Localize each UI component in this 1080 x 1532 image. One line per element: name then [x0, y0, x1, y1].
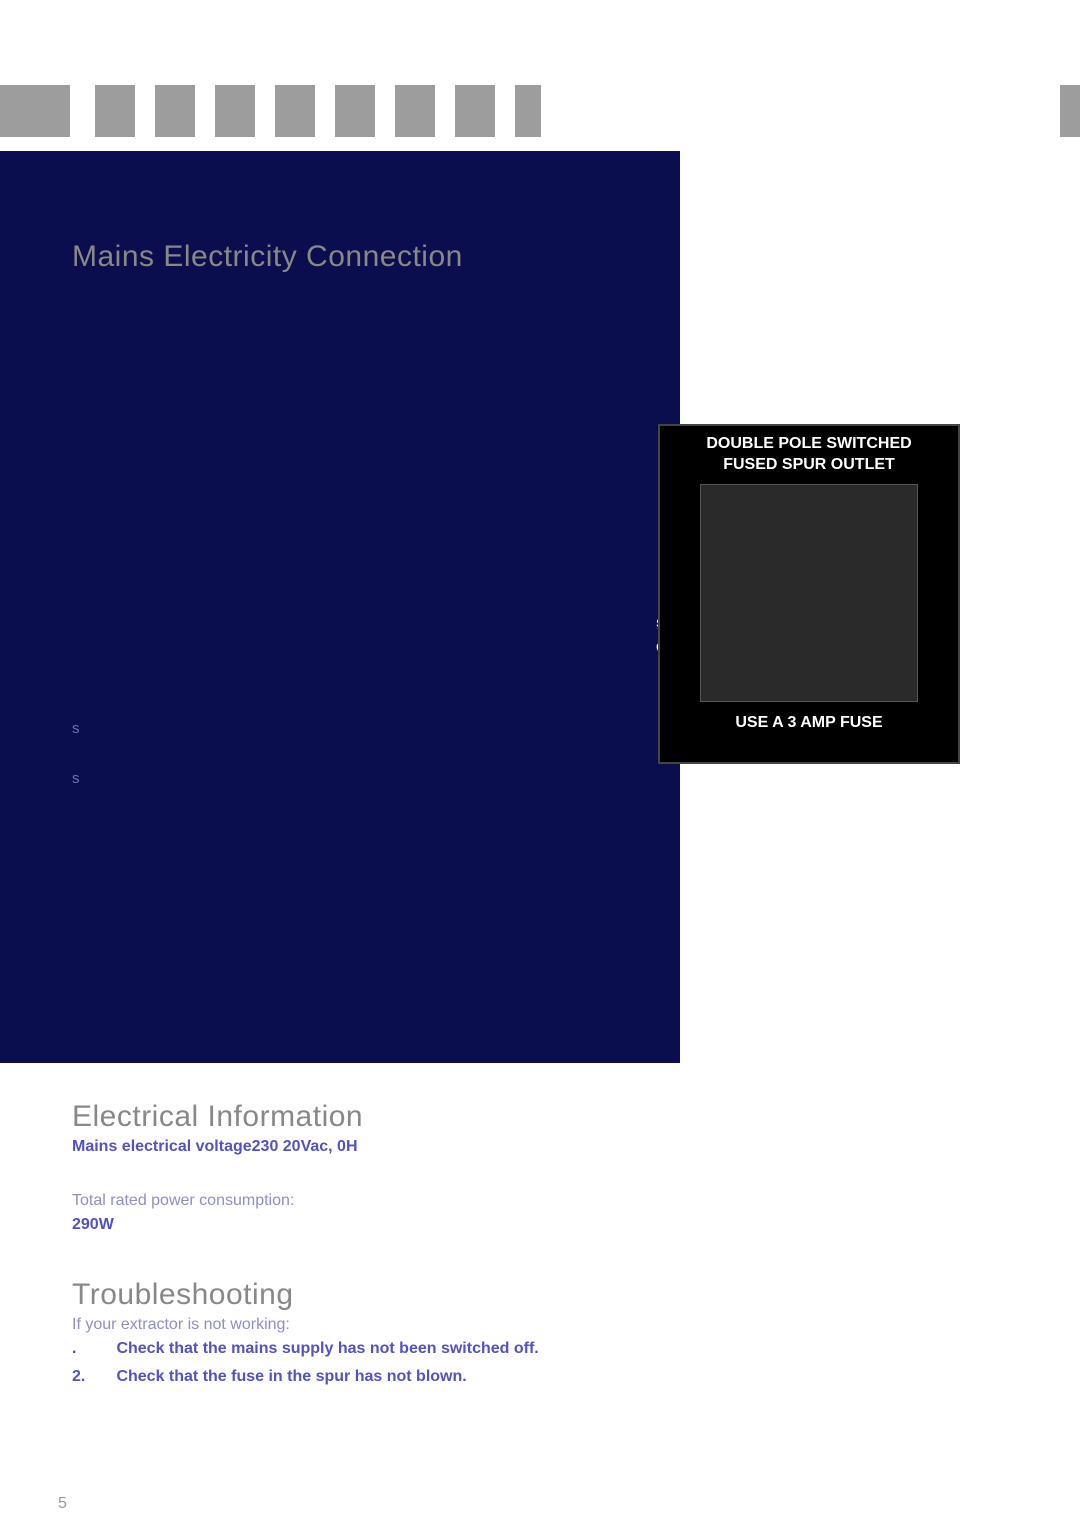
- section-title-troubleshooting: Troubleshooting: [72, 1278, 294, 1312]
- right-header-stub: [1060, 85, 1080, 137]
- page-number: 5: [58, 1495, 67, 1513]
- bar-segment: [455, 85, 495, 137]
- top-header-bar: [0, 85, 1080, 137]
- troubleshooting-intro: If your extractor is not working:: [72, 1316, 290, 1334]
- body-el: el.: [695, 904, 712, 927]
- bar-segment: [395, 85, 435, 137]
- section-title-electrical: Electrical Information: [72, 1100, 363, 1134]
- voltage-label: Mains electrical voltage: [72, 1138, 252, 1155]
- body-not-intended: S NOT INTENDED TO: [695, 1052, 846, 1075]
- voltage-row: Mains electrical voltage230 20Vac, 0H: [72, 1138, 358, 1156]
- trouble-num-2: 2.: [72, 1368, 112, 1386]
- trouble-num-1: .: [72, 1340, 112, 1358]
- fuse-title-line2: FUSED SPUR OUTLET: [723, 456, 895, 473]
- trouble-item-2: 2. Check that the fuse in the spur has n…: [72, 1368, 467, 1386]
- bar-segment: [335, 85, 375, 137]
- bar-segment: [515, 85, 541, 137]
- content-background-band: [0, 151, 680, 1063]
- section-title-mains: Mains Electricity Connection: [72, 240, 463, 274]
- niceic-text: member of the N.I.C.E.I.C. and who w: [695, 370, 959, 393]
- s-char-1: s: [72, 720, 80, 737]
- fuse-diagram-image: [700, 484, 918, 702]
- voltage-value: 230 20Vac, 0H: [252, 1138, 358, 1155]
- bar-segment: [215, 85, 255, 137]
- bar-segment: [95, 85, 135, 137]
- warning-line-2: A 3A FUSE.: [695, 304, 774, 327]
- bar-segment: [0, 85, 70, 137]
- power-value: 290W: [72, 1216, 114, 1234]
- trouble-text-2: Check that the fuse in the spur has not …: [116, 1368, 466, 1386]
- trouble-item-1: . Check that the mains supply has not be…: [72, 1340, 539, 1358]
- bar-segment: [275, 85, 315, 137]
- warning-line-1: PERSON, USING FIED: [695, 282, 853, 305]
- s-char-2: s: [72, 770, 80, 787]
- fuse-title-line1: DOUBLE POLE SWITCHED: [706, 435, 911, 452]
- body-isolate: t that you must be able to isolate t: [695, 1140, 938, 1163]
- body-wiring: age to the internal wiring in the eve: [695, 1242, 946, 1265]
- fuse-box-title: DOUBLE POLE SWITCHED FUSED SPUR OUTLET: [660, 426, 958, 484]
- body-isolation: as of an isolation switch and fused s: [695, 1220, 956, 1243]
- fuse-spur-diagram: DOUBLE POLE SWITCHED FUSED SPUR OUTLET U…: [658, 424, 960, 764]
- bar-segment: [155, 85, 195, 137]
- fuse-caption: USE A 3 AMP FUSE: [660, 702, 958, 732]
- trouble-text-1: Check that the mains supply has not been…: [116, 1340, 538, 1358]
- body-ual: ual.: [695, 962, 721, 985]
- power-label: Total rated power consumption:: [72, 1192, 294, 1210]
